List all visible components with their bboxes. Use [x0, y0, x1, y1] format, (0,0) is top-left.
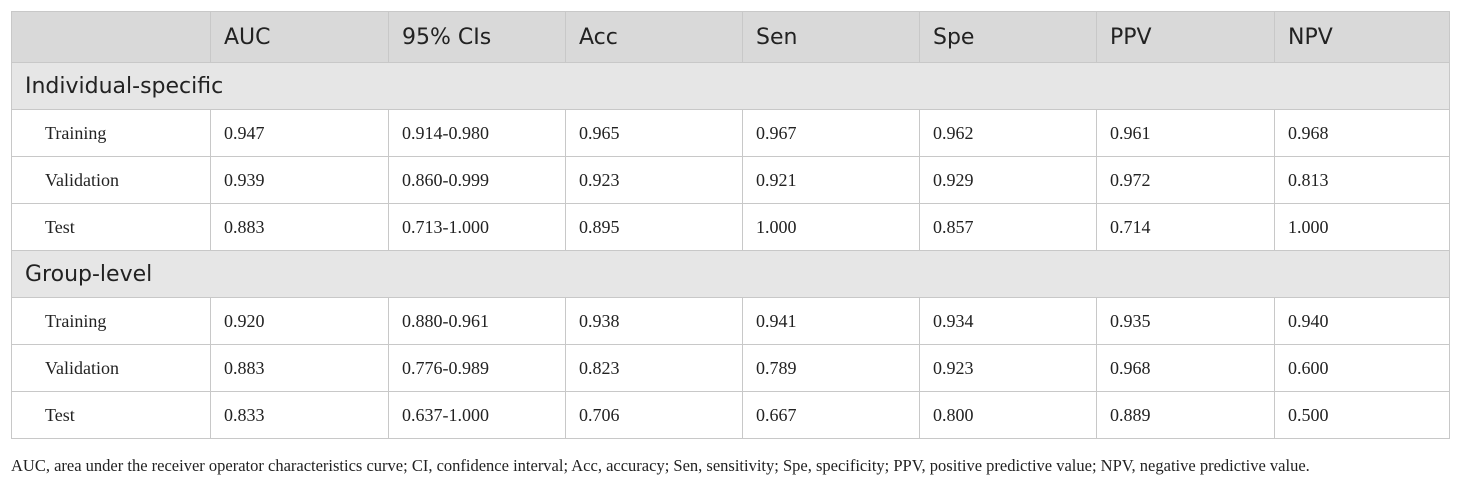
- cell-acc: 0.895: [565, 203, 743, 251]
- cell-acc: 0.923: [565, 156, 743, 204]
- cell-spe: 0.800: [919, 391, 1097, 439]
- table-row: Test 0.833 0.637-1.000 0.706 0.667 0.800…: [11, 391, 1450, 439]
- header-cell-ppv: PPV: [1096, 11, 1275, 63]
- table-footnote: AUC, area under the receiver operator ch…: [11, 456, 1310, 475]
- cell-sen: 0.789: [742, 344, 920, 392]
- cell-ppv: 0.961: [1096, 109, 1275, 157]
- cell-spe: 0.934: [919, 297, 1097, 345]
- header-cell-auc: AUC: [210, 11, 389, 63]
- table-row: Validation 0.939 0.860-0.999 0.923 0.921…: [11, 156, 1450, 204]
- cell-auc: 0.833: [210, 391, 389, 439]
- cell-ppv: 0.972: [1096, 156, 1275, 204]
- cell-ppv: 0.714: [1096, 203, 1275, 251]
- cell-ci: 0.914-0.980: [388, 109, 566, 157]
- cell-sen: 0.967: [742, 109, 920, 157]
- row-label: Training: [11, 109, 211, 157]
- cell-auc: 0.920: [210, 297, 389, 345]
- cell-spe: 0.929: [919, 156, 1097, 204]
- header-cell-ci: 95% CIs: [388, 11, 566, 63]
- cell-acc: 0.965: [565, 109, 743, 157]
- cell-npv: 0.968: [1274, 109, 1450, 157]
- cell-ci: 0.713-1.000: [388, 203, 566, 251]
- cell-npv: 0.813: [1274, 156, 1450, 204]
- row-label: Test: [11, 391, 211, 439]
- header-row: AUC 95% CIs Acc Sen Spe PPV NPV: [11, 11, 1450, 63]
- cell-acc: 0.823: [565, 344, 743, 392]
- row-label: Test: [11, 203, 211, 251]
- cell-acc: 0.938: [565, 297, 743, 345]
- header-cell-empty: [11, 11, 211, 63]
- row-label: Training: [11, 297, 211, 345]
- cell-ci: 0.880-0.961: [388, 297, 566, 345]
- cell-spe: 0.962: [919, 109, 1097, 157]
- row-label: Validation: [11, 156, 211, 204]
- cell-ci: 0.637-1.000: [388, 391, 566, 439]
- table-row: Training 0.920 0.880-0.961 0.938 0.941 0…: [11, 297, 1450, 345]
- cell-ppv: 0.968: [1096, 344, 1275, 392]
- cell-sen: 1.000: [742, 203, 920, 251]
- cell-ppv: 0.889: [1096, 391, 1275, 439]
- cell-acc: 0.706: [565, 391, 743, 439]
- cell-npv: 0.940: [1274, 297, 1450, 345]
- section-title: Group-level: [11, 250, 1450, 298]
- results-table: AUC 95% CIs Acc Sen Spe PPV NPV Individu…: [11, 11, 1450, 439]
- section-title: Individual-specific: [11, 62, 1450, 110]
- table-row: Test 0.883 0.713-1.000 0.895 1.000 0.857…: [11, 203, 1450, 251]
- cell-spe: 0.923: [919, 344, 1097, 392]
- cell-auc: 0.883: [210, 203, 389, 251]
- section-row-individual-specific: Individual-specific: [11, 62, 1450, 110]
- header-cell-sen: Sen: [742, 11, 920, 63]
- header-cell-spe: Spe: [919, 11, 1097, 63]
- cell-auc: 0.947: [210, 109, 389, 157]
- cell-ppv: 0.935: [1096, 297, 1275, 345]
- cell-npv: 1.000: [1274, 203, 1450, 251]
- table-row: Validation 0.883 0.776-0.989 0.823 0.789…: [11, 344, 1450, 392]
- cell-npv: 0.600: [1274, 344, 1450, 392]
- cell-auc: 0.883: [210, 344, 389, 392]
- cell-spe: 0.857: [919, 203, 1097, 251]
- cell-sen: 0.941: [742, 297, 920, 345]
- cell-ci: 0.860-0.999: [388, 156, 566, 204]
- cell-npv: 0.500: [1274, 391, 1450, 439]
- row-label: Validation: [11, 344, 211, 392]
- section-row-group-level: Group-level: [11, 250, 1450, 298]
- cell-sen: 0.921: [742, 156, 920, 204]
- table-row: Training 0.947 0.914-0.980 0.965 0.967 0…: [11, 109, 1450, 157]
- cell-sen: 0.667: [742, 391, 920, 439]
- header-cell-npv: NPV: [1274, 11, 1450, 63]
- header-cell-acc: Acc: [565, 11, 743, 63]
- cell-auc: 0.939: [210, 156, 389, 204]
- cell-ci: 0.776-0.989: [388, 344, 566, 392]
